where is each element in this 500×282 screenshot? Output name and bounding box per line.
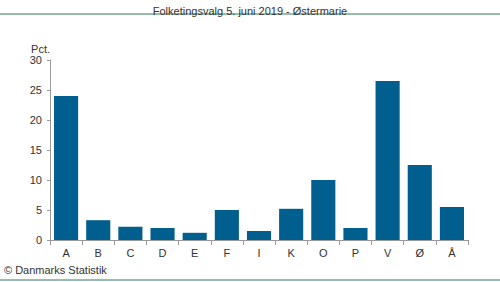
svg-text:C: C — [126, 247, 134, 259]
svg-text:5: 5 — [36, 204, 42, 216]
svg-text:E: E — [191, 247, 198, 259]
svg-text:25: 25 — [30, 84, 42, 96]
svg-text:D: D — [159, 247, 167, 259]
svg-text:I: I — [257, 247, 260, 259]
svg-text:V: V — [384, 247, 392, 259]
svg-text:30: 30 — [30, 54, 42, 66]
svg-text:© Danmarks Statistik: © Danmarks Statistik — [4, 264, 107, 276]
svg-text:K: K — [287, 247, 295, 259]
svg-text:Pct.: Pct. — [31, 43, 50, 55]
svg-text:0: 0 — [36, 234, 42, 246]
svg-text:15: 15 — [30, 144, 42, 156]
svg-text:Ø: Ø — [415, 247, 424, 259]
svg-text:O: O — [319, 247, 328, 259]
svg-text:Å: Å — [448, 247, 456, 259]
svg-text:10: 10 — [30, 174, 42, 186]
svg-text:P: P — [352, 247, 359, 259]
svg-text:20: 20 — [30, 114, 42, 126]
svg-text:A: A — [62, 247, 70, 259]
svg-text:F: F — [223, 247, 230, 259]
svg-text:Folketingsvalg 5. juni 2019 -: Folketingsvalg 5. juni 2019 - Østermarie — [153, 5, 347, 17]
svg-text:B: B — [95, 247, 102, 259]
